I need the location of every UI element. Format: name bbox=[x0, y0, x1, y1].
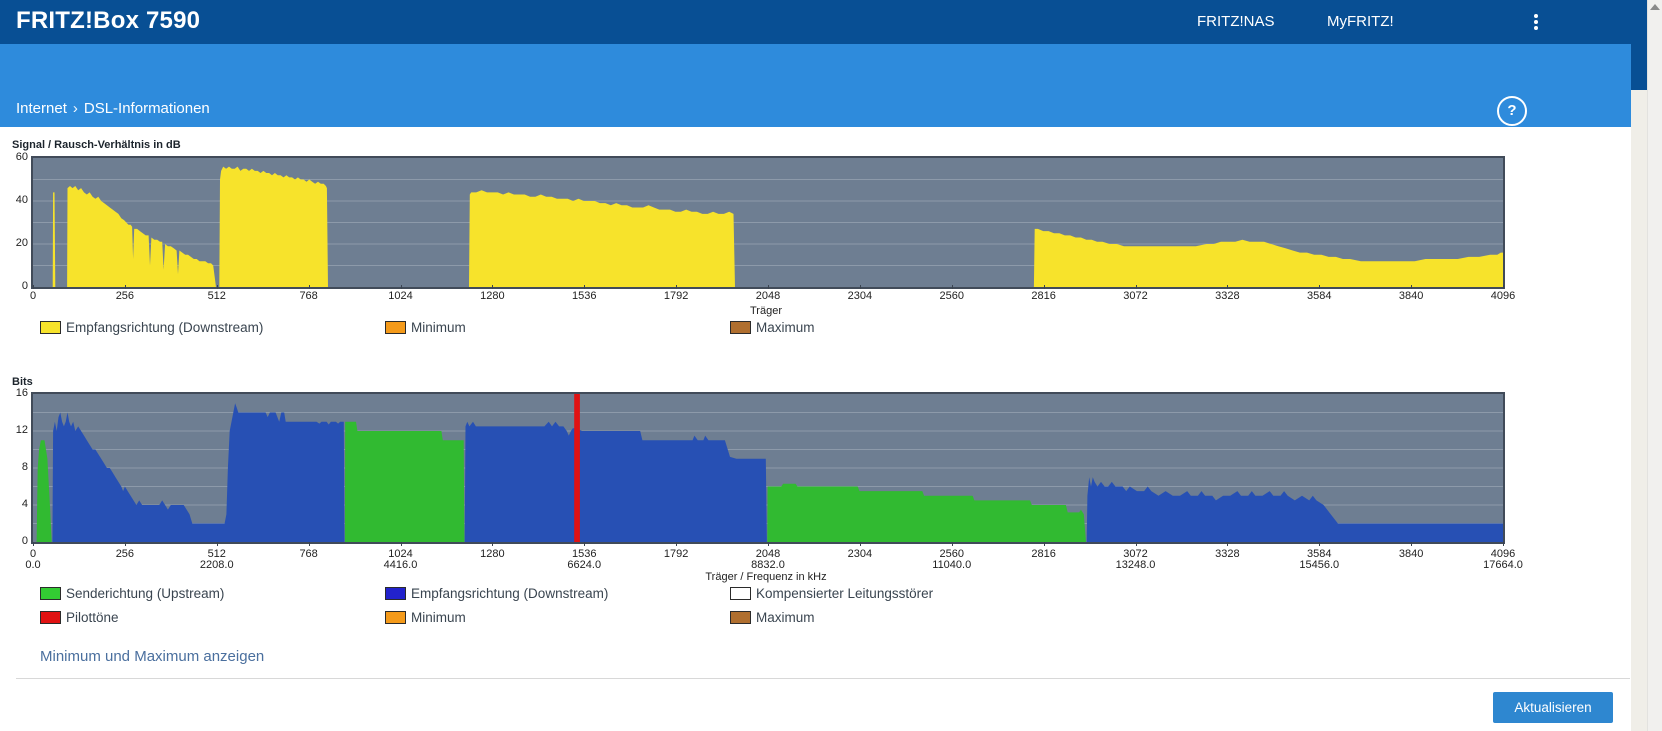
show-min-max-link[interactable]: Minimum und Maximum anzeigen bbox=[40, 648, 265, 665]
scrollbar-up-arrow-icon[interactable] bbox=[1650, 4, 1660, 10]
breadcrumb-section[interactable]: Internet bbox=[16, 100, 67, 117]
content-area bbox=[0, 127, 1631, 731]
header-bar: FRITZ!Box 7590 FRITZ!NAS MyFRITZ! bbox=[0, 0, 1647, 44]
subheader-bar: Internet›DSL-Informationen ? Übersicht D… bbox=[0, 44, 1631, 163]
footer-divider bbox=[16, 678, 1630, 679]
nav-link-myfritz[interactable]: MyFRITZ! bbox=[1327, 13, 1394, 30]
header-right-fill bbox=[1631, 0, 1647, 90]
nav-link-fritznas[interactable]: FRITZ!NAS bbox=[1197, 13, 1275, 30]
breadcrumb-page: DSL-Informationen bbox=[83, 100, 210, 117]
refresh-button[interactable]: Aktualisieren bbox=[1493, 692, 1613, 723]
app-title: FRITZ!Box 7590 bbox=[16, 7, 201, 34]
help-icon[interactable]: ? bbox=[1497, 96, 1527, 126]
kebab-menu-icon[interactable] bbox=[1528, 12, 1544, 32]
vertical-scrollbar[interactable] bbox=[1647, 0, 1662, 731]
right-margin-strip bbox=[1631, 90, 1647, 731]
breadcrumb: Internet › DSL-Informationen bbox=[16, 100, 210, 117]
breadcrumb-separator-icon: › bbox=[72, 100, 78, 117]
